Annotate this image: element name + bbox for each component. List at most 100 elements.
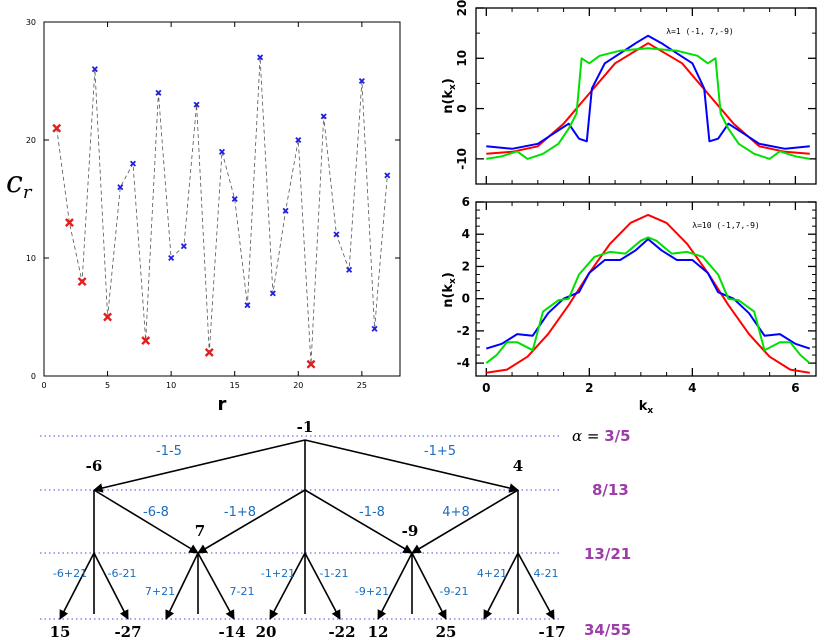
alpha-eq: = xyxy=(582,427,604,445)
cr-point xyxy=(52,123,62,133)
edge-label-9: 7+21 xyxy=(145,585,175,598)
nk10-xtick-label: 6 xyxy=(791,381,799,395)
edge-right-m9 xyxy=(411,489,519,554)
leaf-2: -27 xyxy=(114,623,141,640)
edge-label-8: -6-21 xyxy=(108,567,137,580)
cr-ytick-label: 10 xyxy=(26,254,36,263)
edge-label-12: -1-21 xyxy=(320,567,349,580)
nk10-plot-frame xyxy=(475,201,817,377)
tree-edges-level-1 xyxy=(93,439,519,553)
node-root: -1 xyxy=(297,418,314,436)
cr-xtick-label: 15 xyxy=(230,381,240,390)
cr-point xyxy=(257,54,264,61)
cr-point xyxy=(204,347,214,357)
cr-point xyxy=(103,312,113,322)
edge-label-13: -9+21 xyxy=(355,585,389,598)
cr-point xyxy=(117,184,124,191)
nk10-ylabel: n(kx) xyxy=(441,272,458,308)
edge-label-4: -1+8 xyxy=(224,505,256,520)
cr-point xyxy=(346,266,353,273)
nk1-series-line xyxy=(486,42,810,155)
edge-label-11: -1+21 xyxy=(261,567,295,580)
cr-point xyxy=(269,290,276,297)
nk10-series-line xyxy=(486,238,811,350)
cr-point xyxy=(91,66,98,73)
nk10-series-line xyxy=(486,213,810,374)
nk10-xtick-label: 4 xyxy=(688,381,696,395)
leaf-6: 12 xyxy=(368,623,389,640)
nk1-ytick-label: -10 xyxy=(455,148,469,170)
nk1-annotation: λ=1 (-1, 7,-9) xyxy=(666,27,733,36)
tree-edges-level-2 xyxy=(93,489,519,554)
nk1-ytick-label: 20 xyxy=(455,0,469,16)
edge-label-14: -9-21 xyxy=(440,585,469,598)
cr-point xyxy=(218,148,226,155)
leaf-3: -14 xyxy=(218,623,245,640)
edge-label-7: -6+21 xyxy=(53,567,87,580)
level-label-alpha: α = 3/5 xyxy=(572,427,631,445)
nk10-ytick-label: 2 xyxy=(462,259,470,273)
cr-ylabel-sub: r xyxy=(23,182,33,203)
nk1-ylabel: n(kx) xyxy=(441,78,458,114)
nk10-ytick-label: -4 xyxy=(457,356,470,370)
nk10-xlabel: kx xyxy=(639,399,654,416)
cr-point xyxy=(358,77,365,85)
cr-ytick-label: 30 xyxy=(26,18,36,27)
edge-root-right xyxy=(304,439,519,493)
cr-plot-frame xyxy=(43,21,401,377)
edge-root-m9 xyxy=(304,489,413,554)
edge-root-7 xyxy=(197,489,306,554)
cr-point xyxy=(306,359,316,369)
nk10-xlabel-main: k xyxy=(639,399,648,414)
nk10-xtick-label: 0 xyxy=(482,381,490,395)
edge-left-7 xyxy=(93,489,199,554)
leaf-1: 15 xyxy=(50,623,71,640)
nk10-axis-ticks: -4 -2 0 2 4 6 0 2 4 6 xyxy=(457,195,816,395)
node-mid-left: 7 xyxy=(195,522,205,540)
edge-label-16: 4-21 xyxy=(534,567,559,580)
cr-point xyxy=(129,160,137,167)
tree-edges-level-3 xyxy=(59,552,555,620)
nk1-ytick-label: 10 xyxy=(455,50,469,67)
nk10-ylabel-sub: x xyxy=(448,278,458,284)
cr-xtick-label: 5 xyxy=(105,381,110,390)
edge-label-1: -1-5 xyxy=(156,444,182,459)
leaf-4: 20 xyxy=(256,623,277,640)
cr-xtick-label: 20 xyxy=(293,381,303,390)
edge-root-left xyxy=(93,439,306,493)
nk1-plot-frame xyxy=(475,7,817,185)
nk10-ytick-label: 4 xyxy=(462,227,470,241)
cr-markers xyxy=(52,54,391,369)
cr-dashed-line xyxy=(56,57,388,365)
cr-ylabel-main: c xyxy=(6,165,23,200)
cr-point xyxy=(231,195,238,203)
nk10-ytick-label: -2 xyxy=(457,324,470,338)
edge-label-5: -1-8 xyxy=(359,505,385,520)
nk10-series-line xyxy=(485,236,811,364)
level-label-1: 8/13 xyxy=(592,481,629,499)
nk10-xlabel-sub: x xyxy=(647,406,653,416)
panel-tree-diagram: -1 -6 4 7 -9 15 -27 -14 20 -22 12 25 -17… xyxy=(40,418,631,640)
cr-xtick-label: 0 xyxy=(41,381,46,390)
node-left: -6 xyxy=(86,457,103,475)
cr-point xyxy=(193,101,200,108)
edge-label-15: 4+21 xyxy=(477,567,507,580)
cr-point xyxy=(320,113,327,120)
nk10-ytick-label: 6 xyxy=(462,195,470,209)
cr-point xyxy=(244,302,251,309)
cr-xtick-label: 25 xyxy=(357,381,367,390)
alpha-symbol: α xyxy=(572,427,582,445)
cr-point xyxy=(168,254,175,262)
nk1-ytick-label: 0 xyxy=(455,104,469,112)
cr-connecting-line xyxy=(56,57,388,365)
cr-point xyxy=(77,277,87,287)
cr-point xyxy=(371,325,378,332)
cr-ytick-label: 0 xyxy=(31,372,36,381)
cr-ylabel: cr xyxy=(6,165,33,203)
nk1-ylabel-main: n(k xyxy=(441,90,456,114)
nk1-series-line xyxy=(486,47,810,160)
nk1-series-lines xyxy=(486,34,810,160)
cr-point xyxy=(141,336,151,346)
